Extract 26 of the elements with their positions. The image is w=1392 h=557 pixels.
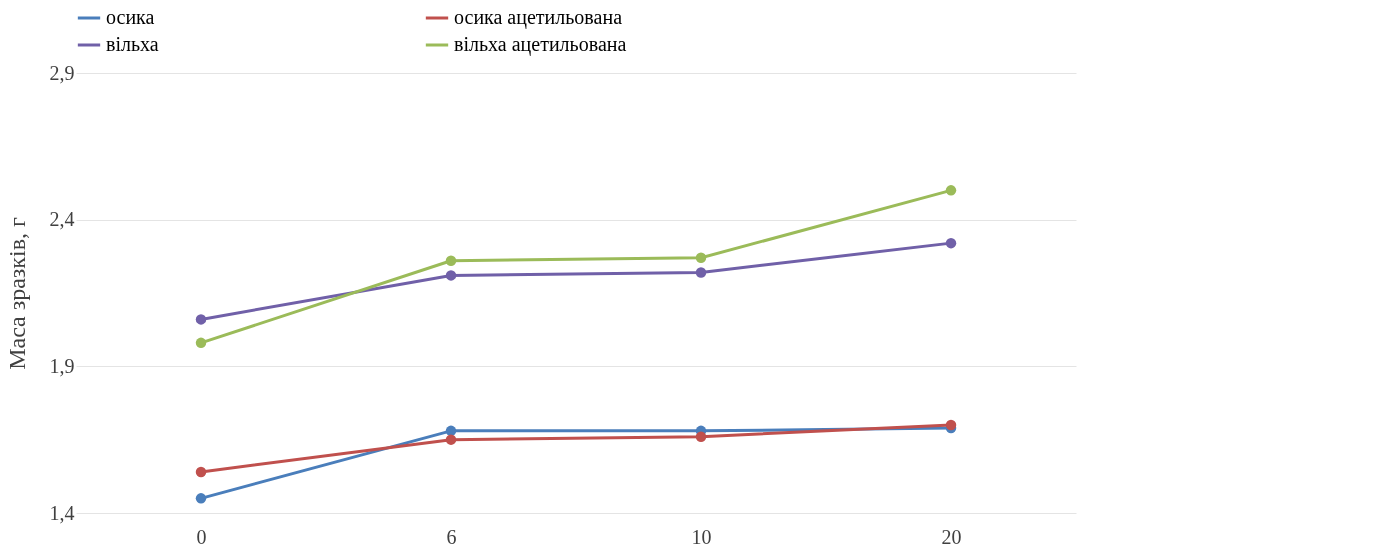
y-tick-label: 1,9 — [49, 354, 75, 377]
legend-label: осика — [106, 6, 155, 28]
point — [195, 314, 207, 325]
point — [195, 337, 207, 349]
point — [945, 185, 957, 196]
legend-label: вільха ацетильована — [454, 33, 627, 56]
point — [195, 466, 207, 478]
y-tick-label: 2,4 — [49, 208, 75, 231]
x-tick-label: 10 — [691, 525, 712, 548]
x-tick-label: 6 — [446, 525, 457, 548]
point — [695, 267, 707, 278]
y-tick-label: 1,4 — [49, 501, 75, 524]
y-axis-title: Маса зразків, г — [3, 217, 30, 370]
point — [445, 425, 457, 437]
x-tick-label: 20 — [941, 525, 962, 548]
point — [445, 255, 457, 266]
y-tick-label: 2,9 — [49, 61, 75, 84]
legend-label: вільха — [106, 33, 159, 55]
point — [195, 493, 207, 504]
point — [445, 270, 457, 281]
point — [695, 431, 707, 442]
point — [695, 252, 707, 264]
x-tick-label: 0 — [196, 525, 207, 548]
point — [445, 434, 457, 445]
point — [945, 237, 957, 249]
legend-label: осика ацетильована — [454, 6, 623, 29]
